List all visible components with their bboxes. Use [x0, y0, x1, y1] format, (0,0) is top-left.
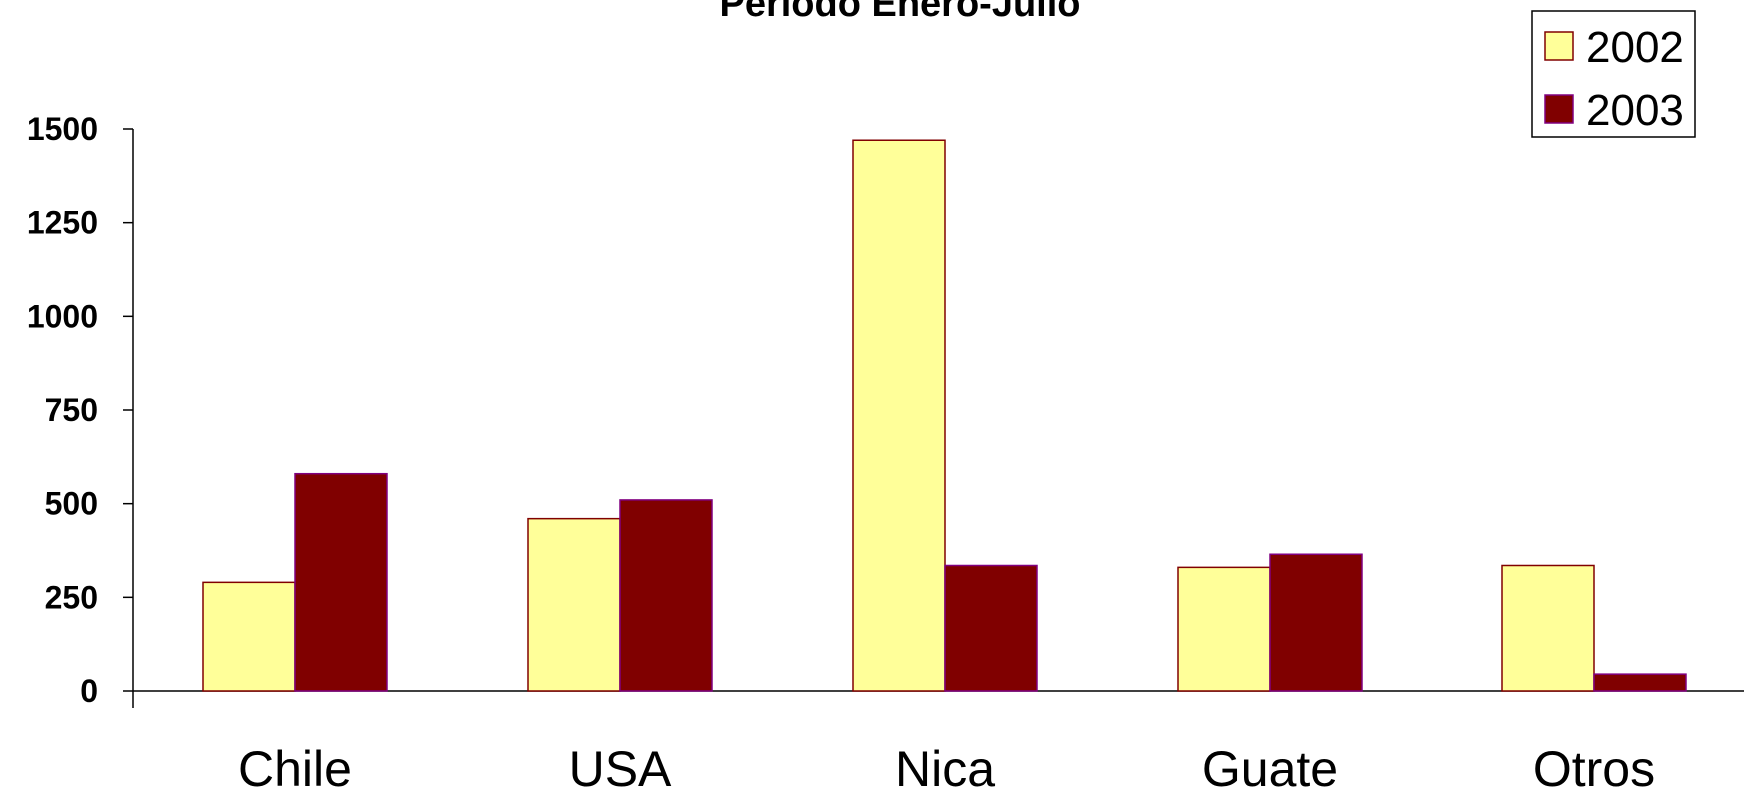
bar-otros-2003	[1593, 673, 1687, 692]
y-tick-labels: 0 250 500 750 1000 1250 1500	[27, 111, 98, 709]
legend-label-2003: 2003	[1586, 86, 1684, 135]
y-tick-label: 1250	[27, 205, 98, 241]
legend-swatch-2002	[1544, 31, 1574, 61]
bar-guate-2002	[1177, 566, 1271, 692]
bar-usa-2002	[527, 517, 621, 692]
bar-nica-2002	[852, 139, 946, 692]
legend-swatch-2003	[1544, 94, 1574, 124]
bar-chile-2003	[294, 472, 388, 692]
chart-title: Periodo Enero-Julio	[719, 0, 1080, 25]
bar-chile-2002	[202, 581, 296, 692]
x-tick-label: Guate	[1202, 741, 1338, 791]
x-tick-labels: Chile USA Nica Guate Otros	[238, 741, 1655, 791]
bar-otros-2002	[1501, 564, 1595, 692]
y-tick-label: 500	[45, 486, 98, 522]
bar-guate-2003	[1269, 553, 1363, 692]
bars-group	[202, 139, 1687, 692]
y-tick-label: 250	[45, 579, 98, 615]
bar-nica-2003	[944, 564, 1038, 692]
y-tick-label: 1500	[27, 111, 98, 147]
legend: 2002 2003	[1531, 10, 1696, 138]
x-tick-label: Chile	[238, 741, 352, 791]
x-tick-label: USA	[569, 741, 672, 791]
legend-label-2002: 2002	[1586, 23, 1684, 72]
x-tick-label: Nica	[895, 741, 995, 791]
bar-usa-2003	[619, 499, 713, 692]
y-tick-label: 750	[45, 392, 98, 428]
y-tick-label: 1000	[27, 298, 98, 334]
x-tick-label: Otros	[1533, 741, 1655, 791]
y-tick-label: 0	[80, 673, 98, 709]
